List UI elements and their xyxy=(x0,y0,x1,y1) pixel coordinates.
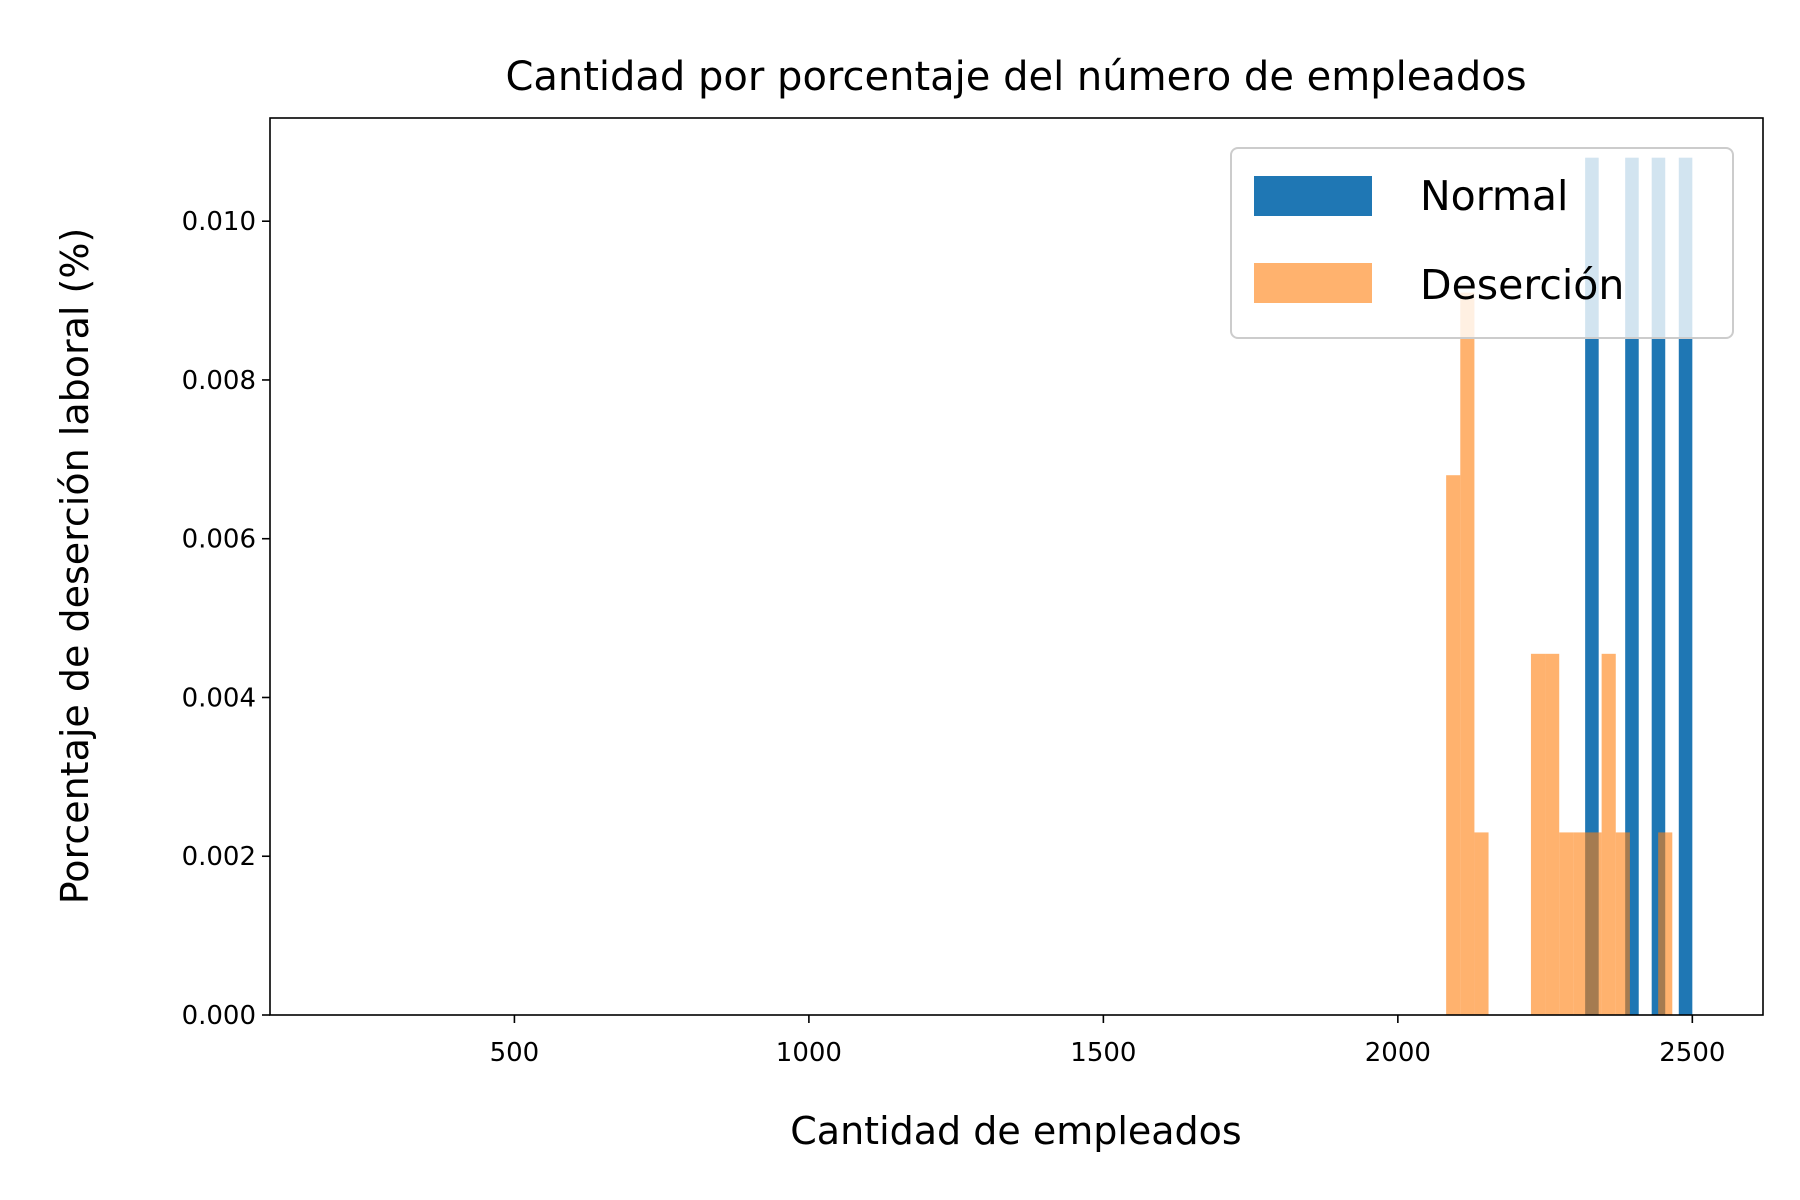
legend-label-desercion: Deserción xyxy=(1420,261,1624,309)
bar-normal-0 xyxy=(1585,157,1599,1015)
bar-desercion-7 xyxy=(1545,653,1560,1015)
legend-label-normal: Normal xyxy=(1420,172,1568,220)
bars-layer xyxy=(1446,157,1693,1016)
y-tick-label: 0.008 xyxy=(182,366,256,396)
x-tick-label: 1500 xyxy=(1070,1038,1136,1068)
y-tick-label: 0.010 xyxy=(182,207,256,237)
bar-normal-7 xyxy=(1678,157,1693,1015)
x-tick-label: 1000 xyxy=(776,1038,842,1068)
bar-desercion-12 xyxy=(1615,832,1630,1015)
bar-desercion-2 xyxy=(1474,832,1489,1015)
bar-desercion-15 xyxy=(1658,832,1673,1015)
plot-frame xyxy=(269,117,1764,1016)
bar-desercion-0 xyxy=(1446,475,1461,1016)
bar-normal-5 xyxy=(1651,157,1666,1015)
y-tick-label: 0.002 xyxy=(182,842,256,872)
y-tick-label: 0.004 xyxy=(182,683,256,713)
legend-swatch-desercion xyxy=(1254,263,1372,303)
x-ticks: 500 1000 1500 2000 2500 xyxy=(490,1015,1725,1068)
y-tick-label: 0.006 xyxy=(182,525,256,555)
legend-swatch-normal xyxy=(1254,176,1372,216)
x-axis-label: Cantidad de empleados xyxy=(790,1109,1241,1153)
x-tick-label: 2500 xyxy=(1659,1038,1725,1068)
bar-desercion-1 xyxy=(1460,292,1475,1015)
bar-normal-3 xyxy=(1625,157,1639,1015)
x-tick-label: 500 xyxy=(490,1038,540,1068)
legend: Normal Deserción xyxy=(1230,147,1734,339)
bar-desercion-11 xyxy=(1601,653,1616,1015)
y-ticks: 0.000 0.002 0.004 0.006 0.008 0.010 xyxy=(182,207,270,1031)
x-tick-label: 2000 xyxy=(1365,1038,1431,1068)
bar-desercion-6 xyxy=(1530,653,1546,1015)
bar-desercion-9 xyxy=(1573,832,1588,1015)
y-axis-label: Porcentaje de deserción laboral (%) xyxy=(53,228,97,905)
bar-desercion-10 xyxy=(1587,832,1602,1015)
chart-title: Cantidad por porcentaje del número de em… xyxy=(505,54,1526,100)
y-tick-label: 0.000 xyxy=(182,1001,256,1031)
bar-desercion-8 xyxy=(1559,832,1574,1015)
